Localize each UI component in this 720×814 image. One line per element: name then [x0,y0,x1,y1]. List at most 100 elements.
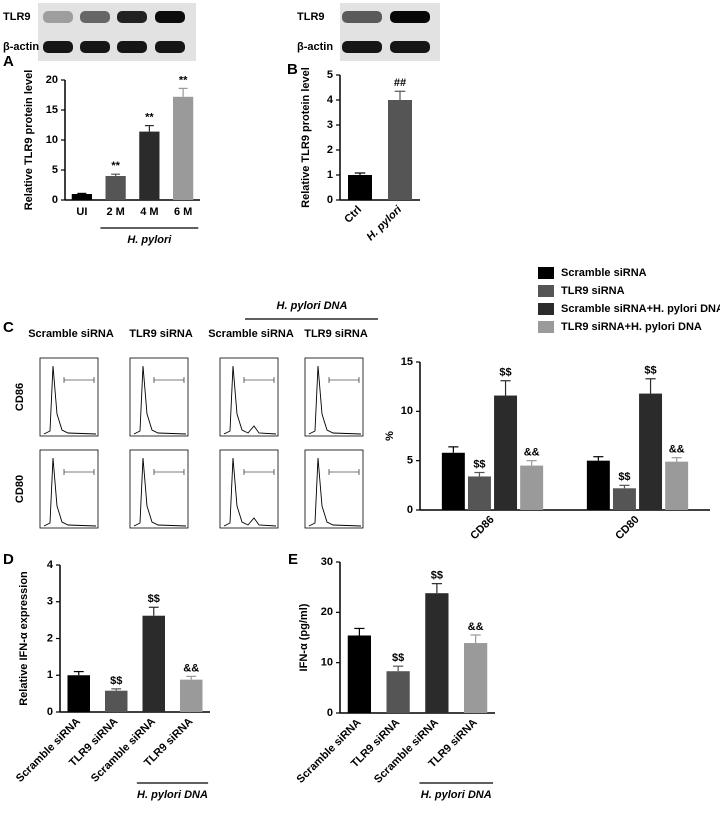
flow-column-label: TLR9 siRNA [129,328,193,340]
panel-letter: C [3,319,14,336]
bar [520,465,544,510]
bar [494,395,518,510]
bar [464,643,488,713]
y-tick-label: 10 [401,405,413,417]
blot-label: β-actin [3,41,39,53]
legend-label: Scramble siRNA+H. pylori DNA [561,303,720,315]
flow-plot [39,449,99,529]
flow-row-label: CD86 [14,383,26,411]
y-tick-label: 4 [47,559,54,571]
panel-letter: E [288,551,298,568]
group-label: H. pylori DNA [137,789,208,801]
blot-band [342,41,382,53]
flow-histogram [308,457,362,527]
flow-group-label: H. pylori DNA [277,300,348,312]
blot-band [390,11,430,23]
flow-plot [219,449,279,529]
y-tick-label: 15 [401,356,413,368]
y-axis-label: Relative TLR9 protein level [23,70,35,211]
y-tick-label: 5 [52,164,58,176]
x-tick-label: Ctrl [342,204,364,226]
x-tick-label: 2 M [106,206,124,218]
flow-plot [129,357,189,437]
flow-plot [39,357,99,437]
bar [441,452,465,510]
flow-histogram [308,365,362,435]
bar [425,593,449,713]
y-tick-label: 3 [47,596,53,608]
bar [586,460,610,510]
legend-swatch [538,321,554,333]
annotation: $$ [499,367,511,379]
annotation: $$ [431,570,443,582]
y-tick-label: 0 [52,194,58,206]
annotation: $$ [618,471,630,483]
y-tick-label: 2 [47,632,53,644]
bar [348,175,372,200]
blot-label: TLR9 [297,11,325,23]
y-tick-label: 10 [321,657,333,669]
blot-band [117,11,147,23]
y-tick-label: 15 [46,104,58,116]
y-tick-label: 0 [327,194,333,206]
blot-band [43,11,73,23]
annotation: ** [179,74,188,86]
y-tick-label: 0 [327,707,333,719]
y-tick-label: 5 [407,455,413,467]
flow-histogram [223,365,277,435]
bar [639,393,663,510]
x-tick-label: CD86 [468,514,496,542]
y-tick-label: 0 [407,504,413,516]
flow-histogram [223,457,277,527]
bar [467,476,491,510]
y-tick-label: 5 [327,69,333,81]
bar [71,194,92,200]
flow-plot [129,449,189,529]
annotation: && [468,621,484,633]
bar [142,615,165,712]
annotation: $$ [110,675,122,687]
annotation: ## [394,77,406,89]
y-tick-label: 1 [47,669,53,681]
bar [388,100,412,200]
flow-column-label: Scramble siRNA [208,328,294,340]
y-axis-label: IFN-α (pg/ml) [298,603,310,671]
y-tick-label: 1 [327,169,333,181]
annotation: && [669,444,685,456]
x-tick-label: Scramble siRNA [14,716,83,785]
flow-plot [304,357,364,437]
flow-plot [219,357,279,437]
blot-band [80,11,110,23]
y-tick-label: 4 [327,94,334,106]
panel-letter: D [3,551,14,568]
legend-swatch [538,285,554,297]
x-tick-label: 4 M [140,206,158,218]
y-axis-label: Relative TLR9 protein level [300,67,312,208]
y-tick-label: 2 [327,144,333,156]
legend-label: Scramble siRNA [561,267,647,279]
panel-letter: B [287,61,298,78]
x-tick-label: UI [76,206,87,218]
bar [612,488,636,510]
y-tick-label: 0 [47,706,53,718]
bar [173,96,194,200]
y-axis-label: % [384,431,396,441]
x-tick-label: 6 M [174,206,192,218]
flow-histogram [133,457,187,527]
blot-band [390,41,430,53]
x-tick-label: Scramble siRNA [89,716,158,785]
group-label: H. pylori [127,234,172,246]
panel-letter: A [3,53,14,70]
y-axis-label: Relative IFN-α expression [18,571,30,706]
y-tick-label: 20 [321,606,333,618]
flow-column-label: TLR9 siRNA [304,328,368,340]
blot-band [155,11,185,23]
blot-band [80,41,110,53]
legend-swatch [538,303,554,315]
annotation: && [524,447,540,459]
annotation: $$ [148,593,160,605]
annotation: ** [111,160,120,172]
bar [105,176,126,200]
